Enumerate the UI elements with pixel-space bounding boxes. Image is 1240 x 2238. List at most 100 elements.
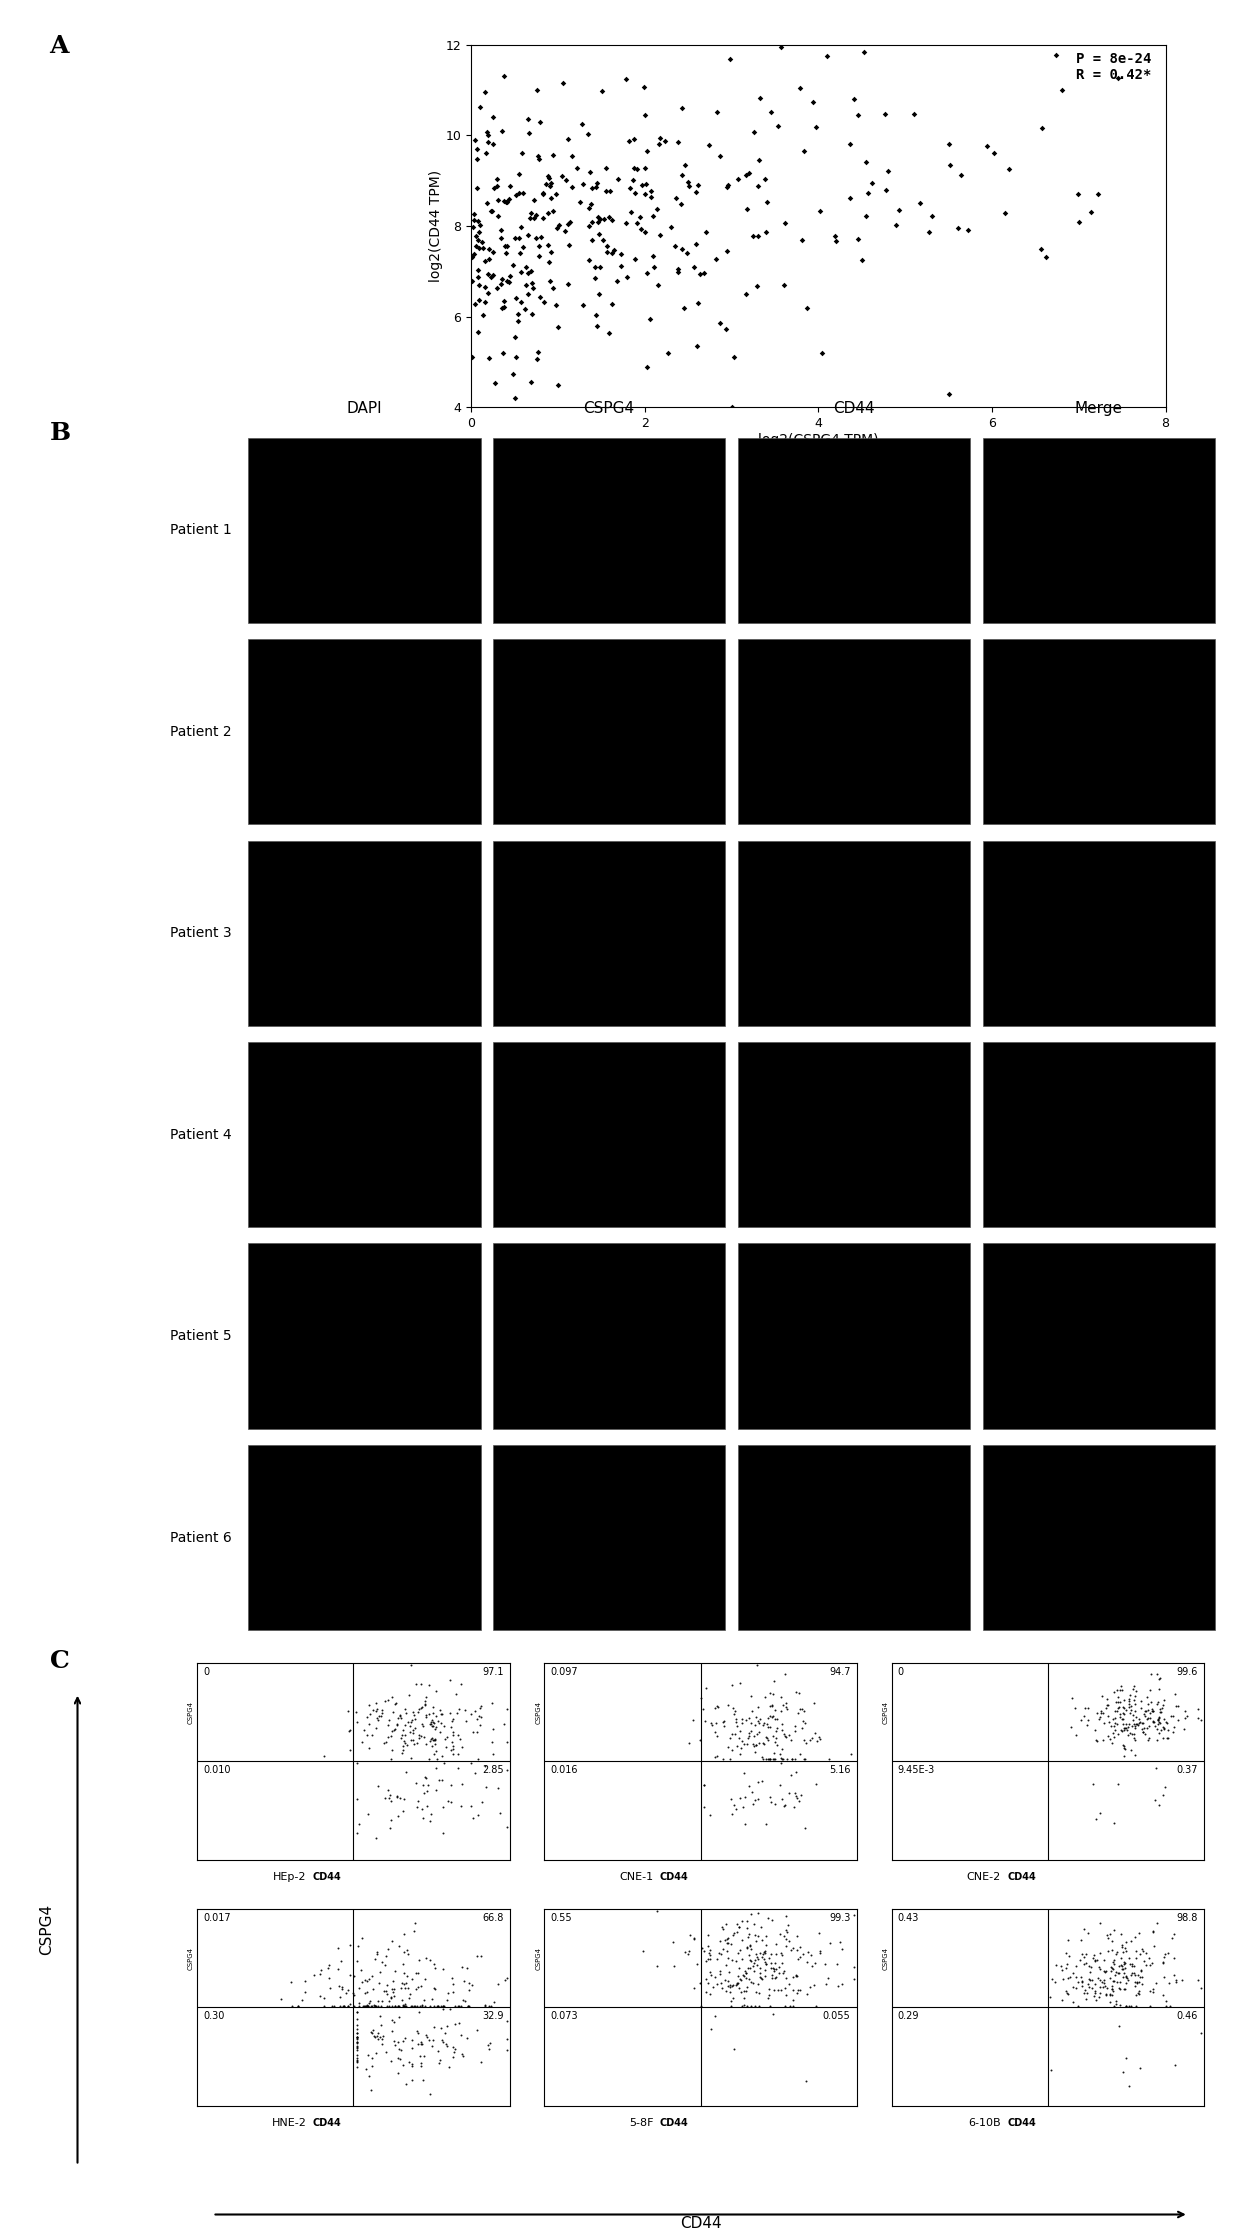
Point [419,1696,439,1732]
Point [434,1987,454,2023]
Text: CD44: CD44 [312,2117,341,2128]
Point [691,1681,711,1717]
Point [764,1954,784,1990]
Point [450,1987,470,2023]
Point [650,217,670,253]
Point [1115,1710,1135,1746]
Point [466,217,486,253]
Point [1153,1710,1173,1746]
Point [397,1931,417,1967]
Y-axis label: log2(CD44 TPM): log2(CD44 TPM) [429,170,443,282]
Point [393,1728,413,1764]
Point [433,2025,453,2061]
Point [742,1965,761,2001]
Point [732,1723,751,1759]
Point [1085,1965,1105,2001]
Point [701,1797,720,1833]
Point [777,1913,797,1949]
Point [1126,1967,1146,2003]
Point [686,226,706,262]
Point [533,284,553,320]
Point [1138,1685,1158,1721]
Point [440,1663,460,1699]
Point [410,1987,430,2023]
Point [1102,1945,1122,1981]
Point [374,1972,394,2007]
Point [422,1795,441,1831]
Point [522,298,542,333]
Point [806,110,826,145]
Point [1053,1960,1073,1996]
FancyArrowPatch shape [216,2211,1183,2218]
Point [748,269,768,304]
Point [702,2012,722,2048]
Point [1126,1940,1146,1976]
Point [709,139,729,175]
Point [748,1703,768,1739]
Point [745,1943,765,1978]
Point [774,1687,794,1723]
Point [756,1806,776,1842]
Point [443,1737,463,1772]
Point [389,1999,409,2034]
Point [1099,1934,1118,1969]
Point [763,1960,782,1996]
Point [841,1737,861,1772]
Point [425,1710,445,1746]
Point [368,1768,388,1804]
Point [759,1723,779,1759]
Point [773,1936,792,1972]
Point [445,2005,465,2041]
Point [408,2025,428,2061]
Point [429,2046,449,2081]
Point [1100,1705,1120,1741]
Point [1122,1947,1142,1983]
Point [505,380,525,416]
Point [506,320,526,356]
Point [1137,1678,1157,1714]
Point [500,257,520,293]
Point [1086,1802,1106,1837]
Point [465,1694,485,1730]
Point [1085,1943,1105,1978]
Point [398,1969,418,2005]
Point [723,1918,743,1954]
Text: CSPG4: CSPG4 [188,1701,193,1723]
Point [1177,1699,1197,1734]
Point [361,1983,381,2019]
Point [1132,1952,1152,1987]
Point [443,1732,463,1768]
Point [780,1987,800,2023]
Point [1121,1692,1141,1728]
Point [511,284,531,320]
Point [875,172,895,208]
Point [484,1737,503,1772]
Point [1199,179,1219,215]
Point [455,1692,475,1728]
Point [515,291,534,327]
Point [1114,1728,1133,1764]
Point [701,1976,720,2012]
Point [1091,1694,1111,1730]
Point [1115,1956,1135,1992]
Point [777,1692,797,1728]
Point [750,81,770,116]
Point [435,1721,455,1757]
Point [1114,1705,1133,1741]
Point [376,1723,396,1759]
Point [826,217,846,253]
Point [795,1741,815,1777]
Point [327,1931,347,1967]
Point [1125,1685,1145,1721]
Point [737,275,756,311]
Point [429,1761,449,1797]
Point [1114,1696,1133,1732]
Point [1138,1940,1158,1976]
Point [728,1936,748,1972]
Point [384,1712,404,1748]
Text: 6-10B: 6-10B [968,2117,1001,2128]
Point [742,1931,761,1967]
Point [403,1721,423,1757]
Point [1052,1952,1071,1987]
Point [487,161,507,197]
